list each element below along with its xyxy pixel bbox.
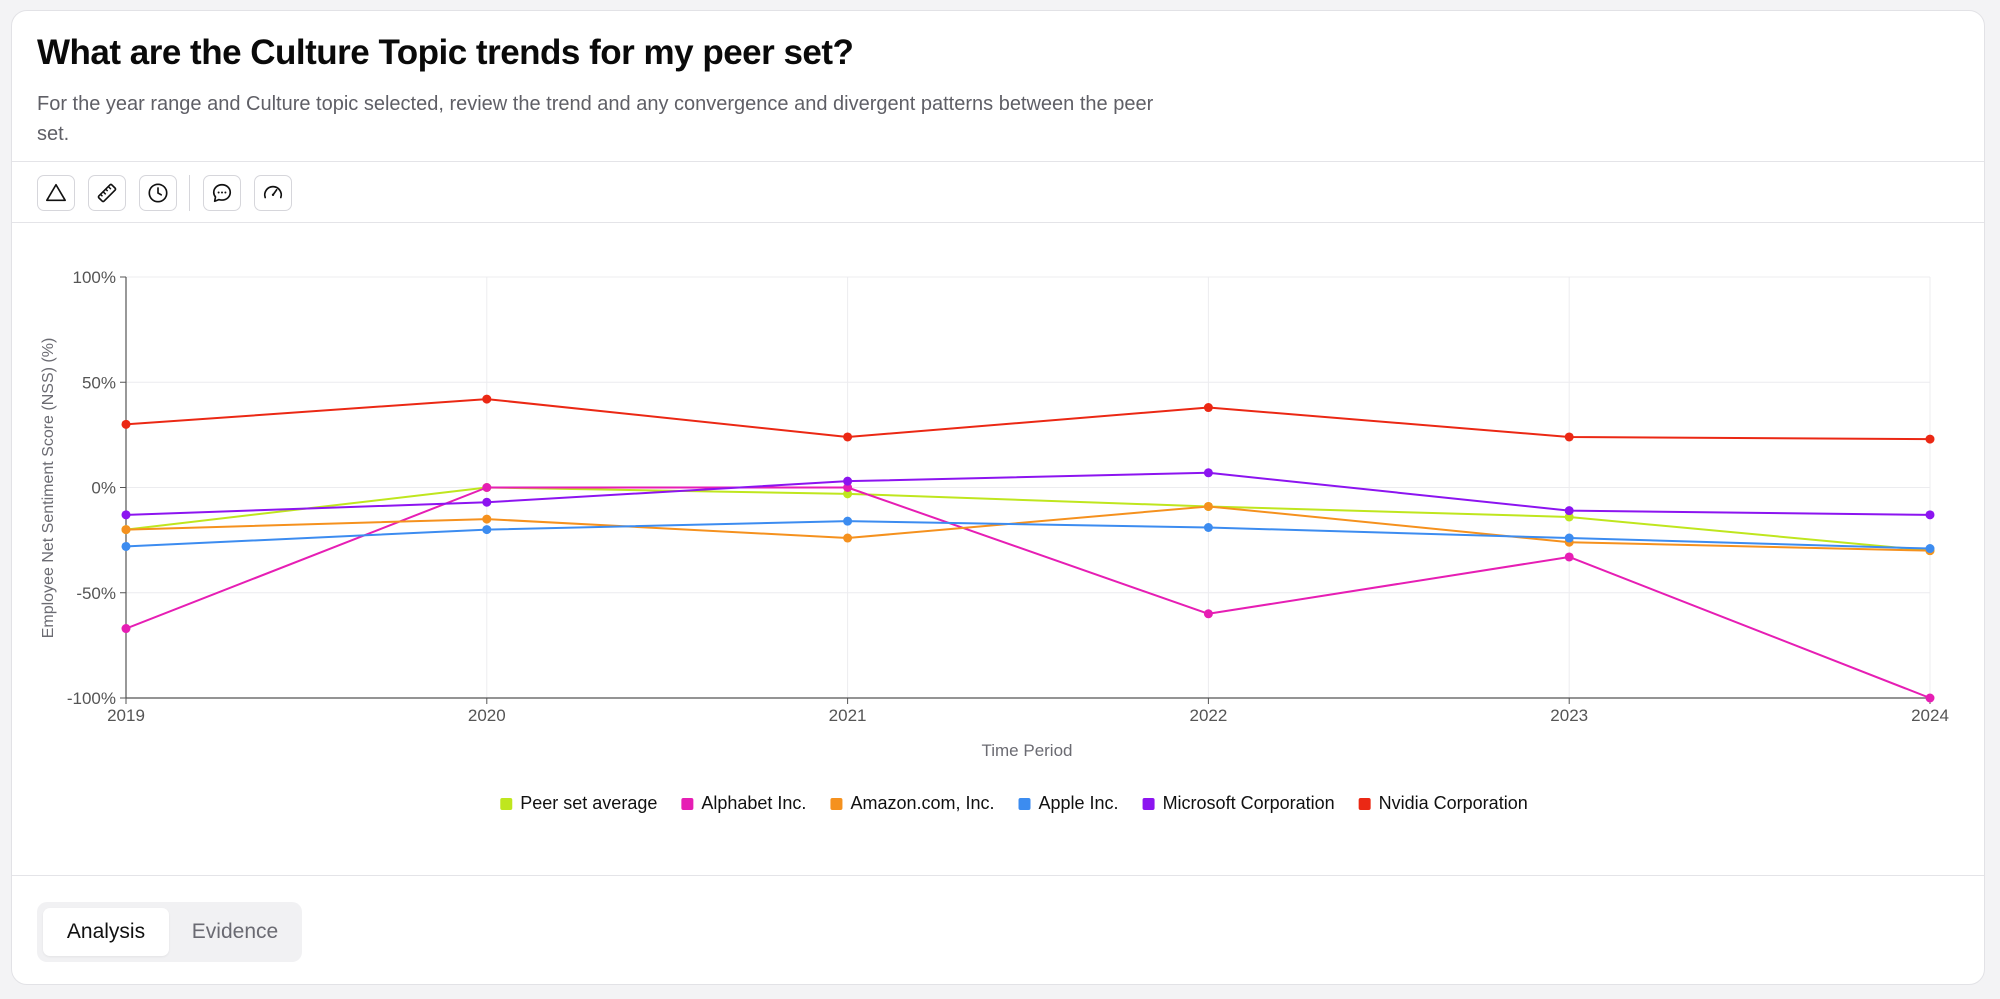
data-point-alphabet-inc[interactable] <box>121 624 131 634</box>
series-nvidia-corporation <box>121 394 1935 444</box>
chat-button[interactable] <box>203 175 241 211</box>
data-point-apple-inc[interactable] <box>1925 544 1935 554</box>
legend-item-amazon-com-inc[interactable]: Amazon.com, Inc. <box>830 793 995 813</box>
legend-item-alphabet-inc[interactable]: Alphabet Inc. <box>681 793 806 813</box>
chart-toolbar <box>12 162 1984 223</box>
clock-button[interactable] <box>139 175 177 211</box>
series-line-peer-set-average <box>125 486 1931 552</box>
legend-item-apple-inc[interactable]: Apple Inc. <box>1018 793 1119 813</box>
legend-label: Alphabet Inc. <box>701 793 806 813</box>
y-tick-label: -100% <box>67 689 116 708</box>
data-point-amazon-com-inc[interactable] <box>121 525 131 535</box>
line-chart: 100% 50% 0% -50% -100%2019 2020 2021 2022 2023 20… <box>40 268 1949 813</box>
legend-label: Nvidia Corporation <box>1379 793 1528 813</box>
triangle-button[interactable] <box>37 175 75 211</box>
data-point-amazon-com-inc[interactable] <box>1203 501 1213 511</box>
data-point-alphabet-inc[interactable] <box>843 483 853 492</box>
data-point-peer-set-average[interactable] <box>1564 512 1574 522</box>
chart-axes: 100% 50% 0% -50% -100%2019 2020 2021 2022 2023 20… <box>67 268 1949 725</box>
data-point-nvidia-corporation[interactable] <box>843 432 853 442</box>
gauge-button[interactable] <box>254 175 292 211</box>
data-point-alphabet-inc[interactable] <box>1925 693 1935 703</box>
series-line-amazon-com-inc <box>125 505 1931 552</box>
y-tick-label: -50% <box>76 584 116 603</box>
data-point-apple-inc[interactable] <box>1564 533 1574 543</box>
data-point-alphabet-inc[interactable] <box>1564 552 1574 562</box>
data-point-microsoft-corporation[interactable] <box>1203 468 1213 478</box>
legend-swatch <box>1142 798 1155 810</box>
page-title: What are the Culture Topic trends for my… <box>37 33 854 72</box>
chat-icon <box>212 183 232 203</box>
x-tick-label: 2024 <box>1911 706 1949 725</box>
y-tick-label: 0% <box>91 479 116 498</box>
series-line-nvidia-corporation <box>125 398 1931 441</box>
data-point-apple-inc[interactable] <box>1203 522 1213 532</box>
gauge-icon <box>263 185 283 199</box>
ruler-icon <box>97 183 117 203</box>
data-point-apple-inc[interactable] <box>121 541 131 551</box>
data-point-amazon-com-inc[interactable] <box>843 533 853 543</box>
legend-swatch <box>1358 798 1371 810</box>
series-microsoft-corporation <box>121 468 1935 520</box>
series-line-microsoft-corporation <box>125 471 1931 516</box>
x-tick-label: 2020 <box>468 706 506 725</box>
legend-label: Amazon.com, Inc. <box>850 793 994 813</box>
data-point-peer-set-average[interactable] <box>843 489 853 499</box>
view-tabs: Analysis Evidence <box>37 902 302 962</box>
toolbar-divider <box>189 175 190 211</box>
data-point-alphabet-inc[interactable] <box>1203 609 1213 619</box>
tab-analysis[interactable]: Analysis <box>43 908 169 956</box>
legend-item-microsoft-corporation[interactable]: Microsoft Corporation <box>1142 793 1335 813</box>
data-point-apple-inc[interactable] <box>482 525 492 535</box>
triangle-icon <box>46 183 66 202</box>
legend-swatch <box>681 798 694 810</box>
x-axis-label: Time Period <box>981 741 1072 760</box>
chart-card: What are the Culture Topic trends for my… <box>11 10 1985 985</box>
tab-evidence[interactable]: Evidence <box>191 920 279 943</box>
data-point-nvidia-corporation[interactable] <box>1564 432 1574 442</box>
data-point-nvidia-corporation[interactable] <box>1203 403 1213 413</box>
y-axis-label: Employee Net Sentiment Score (NSS) (%) <box>40 338 57 639</box>
data-point-alphabet-inc[interactable] <box>482 483 492 492</box>
legend-swatch <box>1018 798 1031 810</box>
y-tick-label: 50% <box>82 373 116 392</box>
data-point-nvidia-corporation[interactable] <box>482 394 492 404</box>
legend-label: Peer set average <box>520 793 657 813</box>
series-alphabet-inc <box>121 483 1935 703</box>
chart-series <box>121 394 1935 703</box>
series-apple-inc <box>121 516 1935 554</box>
legend-label: Apple Inc. <box>1039 793 1119 813</box>
legend-label: Microsoft Corporation <box>1163 793 1335 813</box>
data-point-apple-inc[interactable] <box>843 516 853 526</box>
data-point-microsoft-corporation[interactable] <box>1925 510 1935 520</box>
series-amazon-com-inc <box>121 501 1935 556</box>
y-tick-label: 100% <box>73 268 116 287</box>
data-point-microsoft-corporation[interactable] <box>121 510 131 520</box>
page-subtitle: For the year range and Culture topic sel… <box>37 93 1154 145</box>
data-point-microsoft-corporation[interactable] <box>482 497 492 507</box>
clock-icon <box>148 183 168 203</box>
data-point-microsoft-corporation[interactable] <box>1564 506 1574 516</box>
legend-item-peer-set-average[interactable]: Peer set average <box>500 793 657 813</box>
data-point-amazon-com-inc[interactable] <box>482 514 492 524</box>
series-line-apple-inc <box>125 520 1931 550</box>
x-tick-label: 2019 <box>107 706 145 725</box>
series-line-alphabet-inc <box>125 486 1931 699</box>
legend-swatch <box>500 798 513 810</box>
chart-grid <box>125 276 1931 699</box>
footer-divider <box>12 875 1984 876</box>
chart-legend: Peer set average Alphabet Inc. Amazon.com,… <box>500 793 1528 813</box>
card-header: What are the Culture Topic trends for my… <box>12 11 1984 162</box>
x-tick-label: 2022 <box>1189 706 1227 725</box>
ruler-button[interactable] <box>88 175 126 211</box>
x-tick-label: 2023 <box>1550 706 1588 725</box>
legend-item-nvidia-corporation[interactable]: Nvidia Corporation <box>1358 793 1528 813</box>
legend-swatch <box>830 798 843 810</box>
data-point-nvidia-corporation[interactable] <box>1925 434 1935 444</box>
data-point-microsoft-corporation[interactable] <box>843 476 853 486</box>
data-point-nvidia-corporation[interactable] <box>121 419 131 429</box>
x-tick-label: 2021 <box>829 706 867 725</box>
